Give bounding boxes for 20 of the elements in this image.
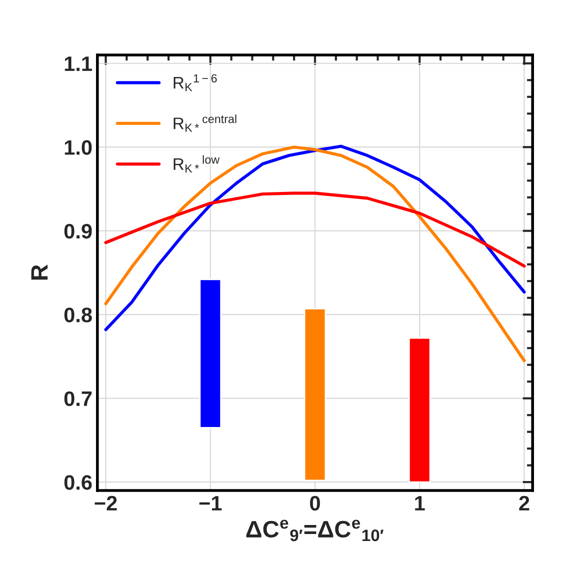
x-tick-label: 0 — [310, 496, 320, 511]
bar — [304, 308, 326, 482]
y-tick-label: 1.1 — [64, 56, 92, 71]
bar — [408, 337, 431, 483]
legend-label: R$_{K*}$$^{central}$ — [174, 114, 236, 132]
x-axis-title: ΔC$^{e}$$_{9′}$=ΔC$^{e}$$_{10′}$ — [246, 520, 384, 542]
line-series — [104, 192, 526, 268]
legend-label: R$_{K*}$$^{low}$ — [174, 155, 220, 172]
x-tick-label: 1 — [415, 496, 425, 510]
y-tick-label: 1.0 — [64, 140, 92, 155]
bar — [199, 278, 222, 428]
x-tick-label: 2 — [519, 496, 530, 510]
x-tick-label: −1 — [199, 496, 222, 510]
y-tick-label: 0.8 — [64, 308, 92, 322]
legend-label: R$_{K}$$^{1−6}$ — [174, 74, 217, 92]
y-tick-label: 0.6 — [64, 475, 92, 490]
y-axis-title: R — [31, 264, 48, 280]
y-tick-label: 0.7 — [64, 391, 92, 406]
x-tick-label: −2 — [94, 496, 117, 510]
y-tick-label: 0.9 — [64, 224, 92, 239]
